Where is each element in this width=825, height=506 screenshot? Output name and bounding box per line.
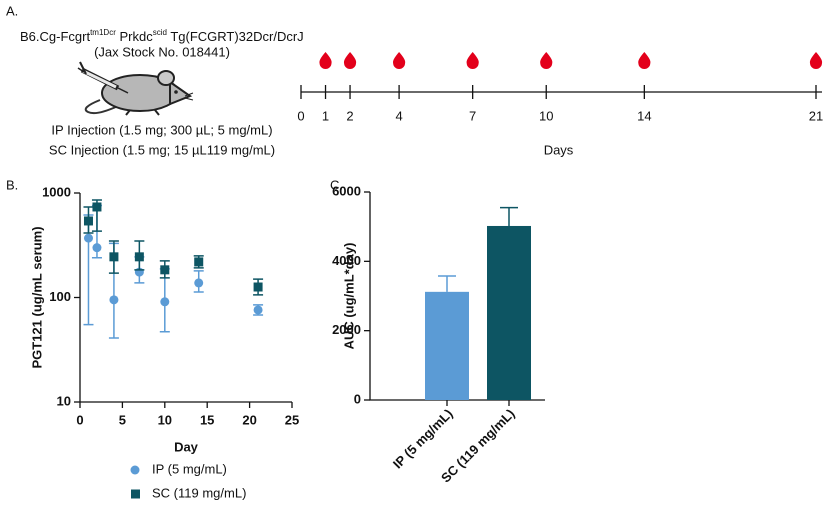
data-point — [253, 305, 263, 315]
strain-part: B6.Cg-Fcgrt — [20, 29, 90, 44]
strain-sup: tm1Dcr — [90, 28, 116, 37]
panel-label: B. — [6, 177, 18, 192]
y-tick-label: 1000 — [42, 184, 71, 199]
data-point — [194, 257, 204, 267]
error-bar — [438, 275, 456, 292]
timeline-tick-label: 0 — [297, 108, 304, 123]
data-point — [92, 202, 102, 212]
timeline-xlabel: Days — [544, 142, 574, 157]
timeline-tick-label: 21 — [809, 108, 823, 123]
data-point — [134, 252, 144, 262]
y-tick-label: 10 — [57, 393, 71, 408]
blood-drop — [638, 52, 651, 69]
timeline-tick-label: 2 — [346, 108, 353, 123]
y-axis-label: AUC (ug/mL*day) — [341, 243, 356, 350]
x-axis-label: Day — [174, 439, 199, 454]
timeline-tick-label: 10 — [539, 108, 553, 123]
legend-marker — [131, 489, 140, 499]
data-point — [83, 233, 93, 243]
blood-drop — [392, 52, 406, 69]
timeline-tick-label: 14 — [637, 108, 651, 123]
strain-name: B6.Cg-Fcgrttm1Dcr Prkdcscid Tg(FCGRT)32D… — [20, 28, 304, 44]
blood-drop — [343, 52, 357, 69]
x-tick-label: 20 — [242, 412, 256, 427]
strain-part: Tg(FCGRT)32Dcr/DcrJ — [167, 29, 304, 44]
bar — [487, 225, 531, 400]
strain-sup: scid — [153, 28, 167, 37]
y-tick-label: 0 — [354, 391, 361, 406]
x-tick-label: 10 — [158, 412, 172, 427]
bar — [425, 291, 469, 400]
x-tick-label: 25 — [285, 412, 299, 427]
data-point — [194, 278, 204, 288]
injection-text: SC Injection (1.5 mg; 15 µL119 mg/mL) — [49, 142, 275, 157]
data-point — [109, 295, 119, 305]
x-tick-label: 0 — [76, 412, 83, 427]
timeline-tick-label: 4 — [395, 108, 402, 123]
legend-label: IP (5 mg/mL) — [152, 461, 227, 476]
y-tick-label: 4000 — [332, 253, 361, 268]
data-point — [109, 252, 119, 262]
data-point — [160, 297, 170, 307]
y-tick-label: 2000 — [332, 322, 361, 337]
blood-drop — [466, 52, 479, 69]
error-bar — [500, 206, 518, 226]
data-point — [160, 265, 170, 275]
data-point — [253, 282, 263, 292]
x-tick-label: 15 — [200, 412, 214, 427]
x-tick-label: 5 — [119, 412, 126, 427]
data-point — [92, 243, 102, 253]
legend-marker — [130, 465, 140, 475]
strain-part: Prkdc — [116, 29, 153, 44]
y-axis-label: PGT121 (ug/mL serum) — [29, 226, 44, 368]
panel-label: C. — [330, 177, 343, 192]
blood-drop — [540, 52, 553, 69]
stock-number: (Jax Stock No. 018441) — [94, 44, 230, 59]
blood-drop — [809, 52, 823, 69]
timeline-tick-label: 1 — [322, 108, 329, 123]
injection-text: IP Injection (1.5 mg; 300 µL; 5 mg/mL) — [51, 122, 272, 137]
data-point — [83, 216, 93, 226]
blood-drop — [319, 52, 332, 69]
legend-label: SC (119 mg/mL) — [152, 485, 246, 500]
x-tick-label: IP (5 mg/mL) — [390, 406, 456, 472]
timeline-tick-label: 7 — [469, 108, 476, 123]
y-tick-label: 6000 — [332, 183, 361, 198]
panel-label: A. — [6, 3, 18, 18]
mouse-icon — [77, 61, 194, 116]
y-tick-label: 100 — [49, 289, 71, 304]
